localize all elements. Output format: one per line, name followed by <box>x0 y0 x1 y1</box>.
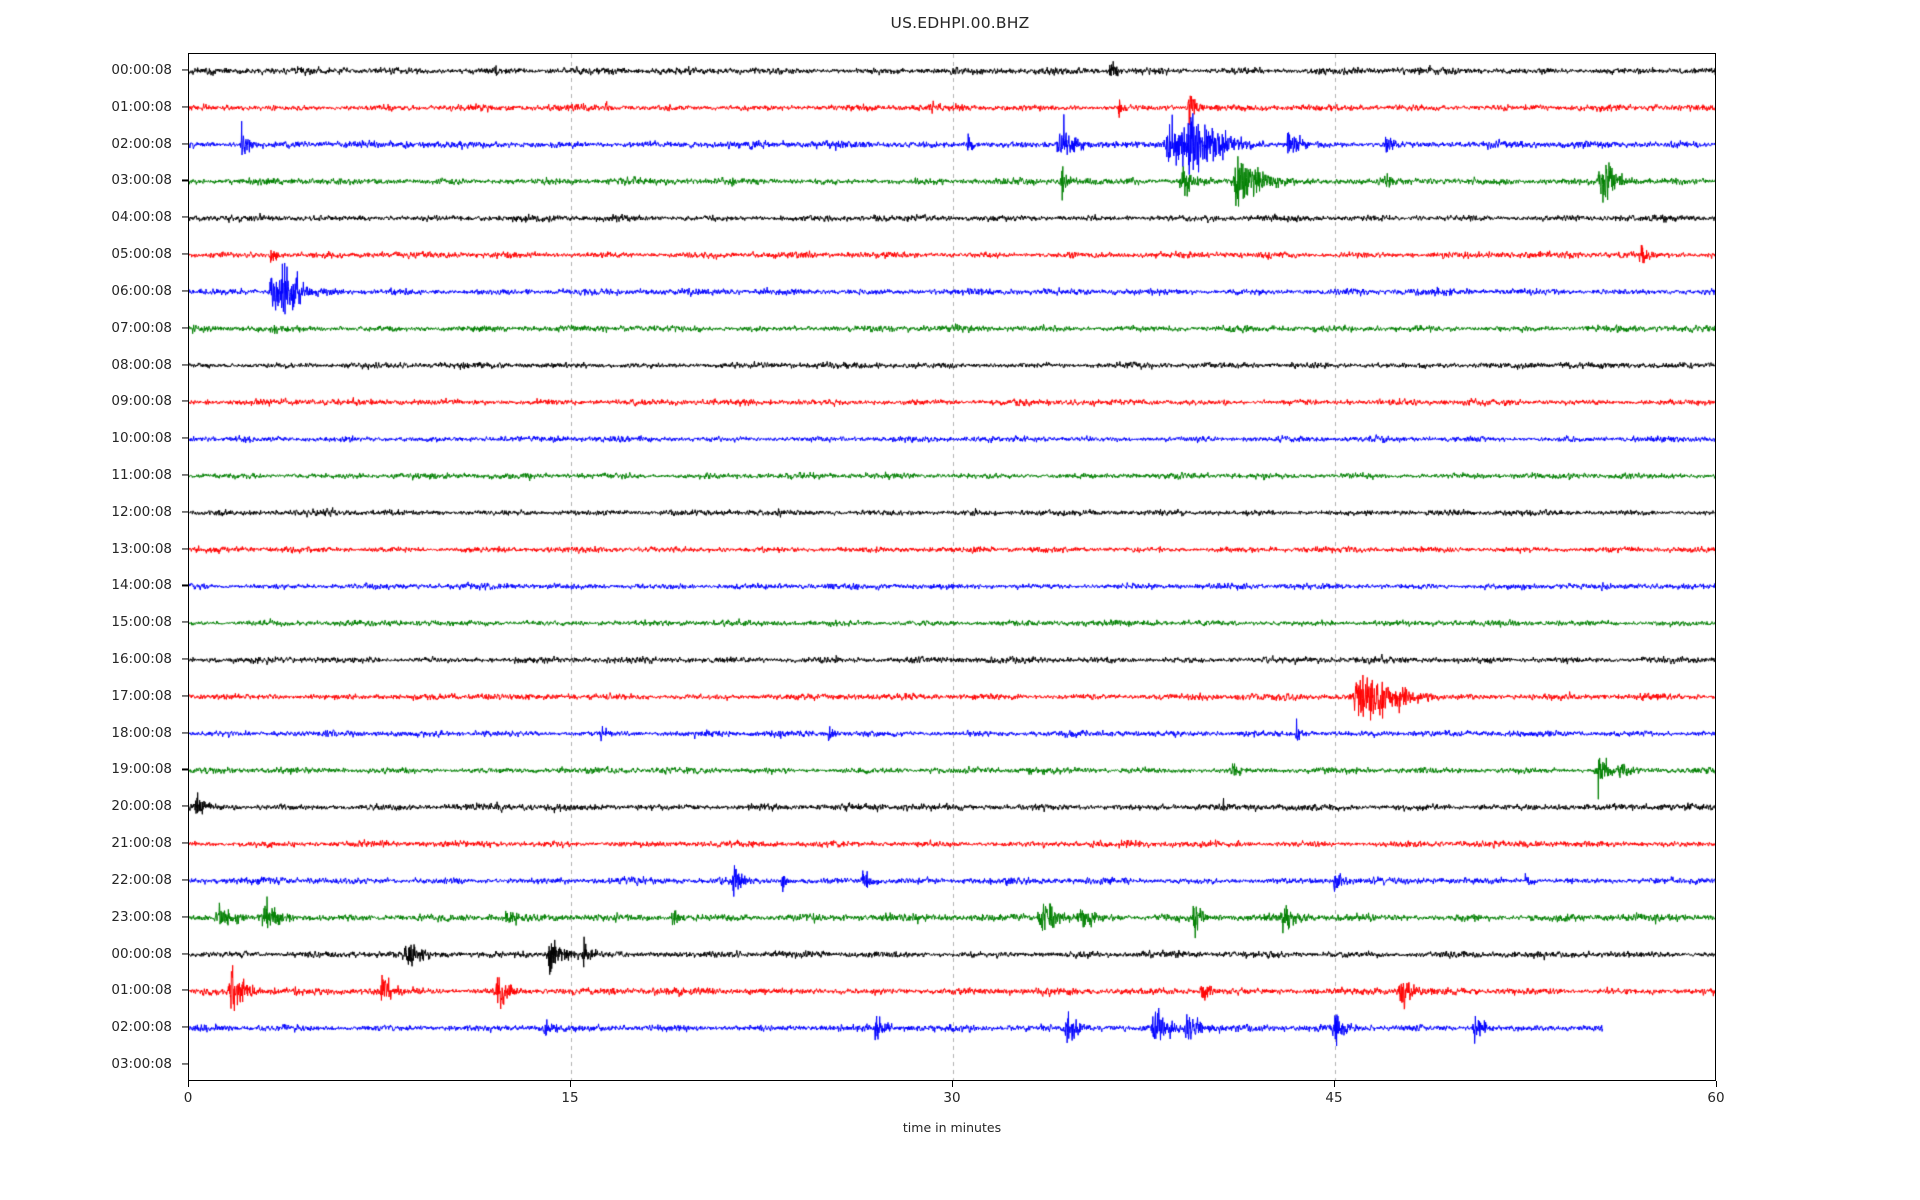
y-tick-mark-26 <box>182 1026 188 1028</box>
y-tick-mark-27 <box>182 1063 188 1065</box>
y-tick-label-7: 07:00:08 <box>111 319 172 336</box>
x-tick-mark-4 <box>1715 1081 1717 1087</box>
y-tick-label-27: 03:00:08 <box>111 1056 172 1072</box>
y-tick-label-10: 10:00:08 <box>111 430 172 447</box>
x-tick-label-1: 15 <box>561 1090 579 1106</box>
y-tick-mark-13 <box>182 548 188 550</box>
y-tick-label-11: 11:00:08 <box>111 466 172 483</box>
y-tick-mark-1 <box>182 106 188 108</box>
y-tick-label-16: 16:00:08 <box>111 651 172 668</box>
page-title: US.EDHPI.00.BHZ <box>890 14 1030 32</box>
y-tick-label-3: 03:00:08 <box>111 172 172 189</box>
y-tick-label-8: 08:00:08 <box>111 356 172 373</box>
y-tick-mark-22 <box>182 879 188 881</box>
y-tick-label-2: 02:00:08 <box>111 135 172 152</box>
y-tick-mark-24 <box>182 953 188 955</box>
y-tick-label-20: 20:00:08 <box>111 798 172 815</box>
y-tick-label-19: 19:00:08 <box>111 761 172 778</box>
helicorder-plot-area[interactable] <box>188 53 1716 1081</box>
y-tick-label-15: 15:00:08 <box>111 614 172 631</box>
y-tick-label-21: 21:00:08 <box>111 835 172 852</box>
y-tick-label-5: 05:00:08 <box>111 246 172 263</box>
x-tick-label-4: 60 <box>1707 1090 1725 1106</box>
y-tick-mark-10 <box>182 437 188 439</box>
y-axis-tick-marks <box>0 53 190 1081</box>
y-tick-label-14: 14:00:08 <box>111 577 172 594</box>
x-tick-mark-0 <box>187 1081 189 1087</box>
y-tick-label-25: 01:00:08 <box>111 982 172 999</box>
y-tick-mark-7 <box>182 327 188 329</box>
y-tick-mark-16 <box>182 658 188 660</box>
y-tick-mark-0 <box>182 69 188 71</box>
y-tick-label-26: 02:00:08 <box>111 1019 172 1036</box>
y-tick-mark-3 <box>182 179 188 181</box>
y-tick-label-12: 12:00:08 <box>111 503 172 520</box>
y-tick-mark-21 <box>182 842 188 844</box>
x-tick-mark-1 <box>569 1081 571 1087</box>
y-tick-label-9: 09:00:08 <box>111 393 172 410</box>
y-tick-label-22: 22:00:08 <box>111 871 172 888</box>
x-tick-label-3: 45 <box>1325 1090 1343 1106</box>
y-tick-mark-19 <box>182 768 188 771</box>
y-tick-mark-11 <box>182 474 188 476</box>
y-tick-mark-23 <box>182 916 188 918</box>
y-tick-label-18: 18:00:08 <box>111 724 172 741</box>
y-tick-mark-18 <box>182 732 188 734</box>
x-axis-ticks: 0 15 30 45 60 <box>184 1081 1725 1121</box>
y-tick-mark-25 <box>182 989 188 991</box>
y-tick-mark-5 <box>182 253 188 255</box>
waveform-canvas <box>189 54 1715 1080</box>
y-tick-mark-6 <box>182 290 188 292</box>
y-tick-mark-9 <box>182 400 188 402</box>
y-tick-label-13: 13:00:08 <box>111 540 172 557</box>
y-tick-label-24: 00:00:08 <box>111 945 172 962</box>
y-tick-mark-20 <box>182 805 188 807</box>
y-tick-mark-15 <box>182 621 188 623</box>
y-tick-label-17: 17:00:08 <box>111 687 172 704</box>
x-tick-mark-3 <box>1333 1081 1335 1087</box>
y-tick-label-4: 04:00:08 <box>111 209 172 226</box>
x-tick-mark-2 <box>951 1081 953 1087</box>
y-tick-label-0: 00:00:08 <box>111 62 172 78</box>
y-axis-tick-labels: 00:00:08 01:00:08 02:00:08 03:00:08 04:00:08… <box>0 53 180 1081</box>
y-tick-label-23: 23:00:08 <box>111 908 172 925</box>
x-tick-label-2: 30 <box>943 1090 961 1106</box>
x-axis-label: time in minutes <box>902 1120 1002 1135</box>
y-tick-mark-14 <box>182 584 188 586</box>
y-tick-mark-12 <box>182 511 188 513</box>
y-tick-label-6: 06:00:08 <box>111 282 172 299</box>
x-tick-label-0: 0 <box>183 1090 193 1106</box>
y-tick-mark-8 <box>182 363 188 366</box>
y-tick-label-1: 01:00:08 <box>111 98 172 115</box>
y-tick-mark-2 <box>182 143 188 145</box>
y-tick-mark-17 <box>182 695 188 697</box>
y-tick-mark-4 <box>182 216 188 218</box>
